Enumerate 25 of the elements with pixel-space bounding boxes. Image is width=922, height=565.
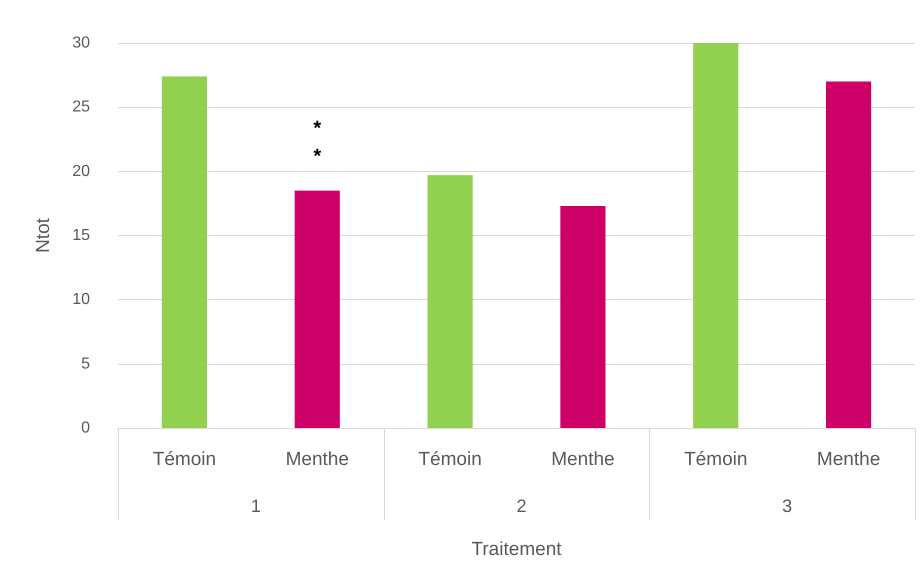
bar — [162, 76, 207, 428]
y-tick-label: 15 — [72, 227, 90, 244]
bar — [693, 43, 738, 428]
bar — [294, 190, 340, 428]
text: 2 — [516, 496, 527, 516]
bar — [560, 206, 606, 428]
y-tick-label: 10 — [72, 291, 90, 308]
x-tick-label: Menthe — [286, 449, 349, 470]
y-tick-label: 25 — [72, 98, 90, 116]
y-tick-label: 0 — [81, 420, 90, 436]
text: 1 — [250, 496, 261, 516]
x-tick-label: Témoin — [152, 449, 216, 470]
y-tick-label: 5 — [81, 355, 90, 372]
data-label: * * — [313, 118, 322, 168]
x-tick-label: Menthe — [551, 449, 615, 470]
text: 3 — [782, 496, 792, 516]
x-tick-label: Témoin — [684, 449, 748, 470]
x-tick-label: Témoin — [418, 449, 482, 470]
y-axis-title: Ntot — [33, 217, 54, 253]
x-axis-title: Traitement — [471, 539, 562, 560]
y-tick-label: 20 — [72, 162, 90, 180]
bar — [826, 82, 872, 428]
y-tick-label: 30 — [72, 34, 90, 52]
x-tick-label: Menthe — [816, 449, 880, 470]
bar — [428, 175, 473, 428]
